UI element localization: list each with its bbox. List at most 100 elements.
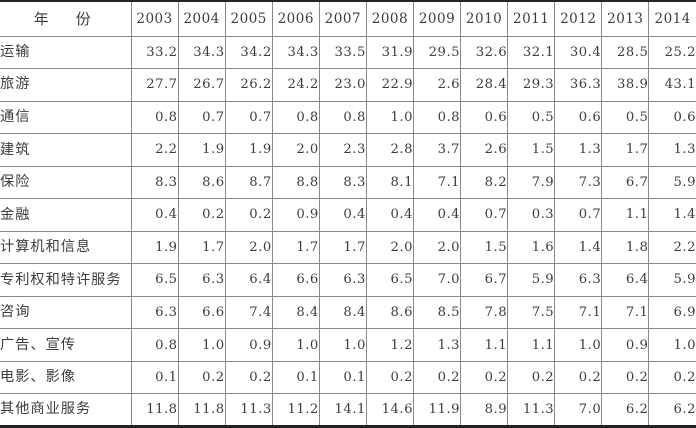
value-cell: 2.0	[224, 231, 273, 265]
value-cell: 8.3	[130, 166, 179, 200]
value-cell: 11.3	[507, 393, 555, 427]
value-cell: 7.0	[554, 393, 602, 427]
value-cell: 11.8	[177, 393, 226, 427]
value-cell: 0.4	[130, 198, 179, 232]
year-column-header: 2005	[224, 1, 273, 37]
value-cell: 8.1	[365, 166, 414, 200]
value-cell: 0.4	[412, 198, 461, 232]
value-cell: 1.4	[554, 231, 602, 265]
value-cell: 6.3	[177, 263, 226, 297]
value-cell: 30.4	[554, 36, 602, 70]
year-column-header: 2007	[318, 1, 367, 37]
value-cell: 0.2	[365, 361, 414, 395]
value-cell: 28.4	[460, 68, 508, 102]
year-column-header: 2008	[365, 1, 414, 37]
value-cell: 6.2	[601, 393, 649, 427]
value-cell: 8.8	[271, 166, 320, 200]
value-cell: 1.9	[130, 231, 179, 265]
value-cell: 29.5	[412, 36, 461, 70]
value-cell: 0.5	[601, 101, 649, 135]
value-cell: 43.1	[648, 68, 696, 102]
value-cell: 1.7	[318, 231, 367, 265]
value-cell: 2.2	[648, 231, 696, 265]
value-cell: 6.3	[554, 263, 602, 297]
value-cell: 11.3	[224, 393, 273, 427]
value-cell: 3.7	[412, 133, 461, 167]
value-cell: 0.1	[318, 361, 367, 395]
row-label-cell: 通信	[0, 101, 131, 135]
value-cell: 26.7	[177, 68, 226, 102]
value-cell: 11.9	[412, 393, 461, 427]
value-cell: 0.2	[507, 361, 555, 395]
value-cell: 0.2	[412, 361, 461, 395]
value-cell: 1.3	[554, 133, 602, 167]
value-cell: 0.6	[460, 101, 508, 135]
value-cell: 1.0	[365, 101, 414, 135]
value-cell: 1.5	[507, 133, 555, 167]
value-cell: 8.4	[271, 296, 320, 330]
value-cell: 2.0	[271, 133, 320, 167]
value-cell: 0.2	[224, 198, 273, 232]
value-cell: 0.9	[601, 328, 649, 362]
value-cell: 11.8	[130, 393, 179, 427]
table-row: 计算机和信息 1.9 1.7 2.0 1.7 1.7 2.0 2.0 1.5 1.6 1.4 1.8 2…	[0, 231, 696, 265]
value-cell: 5.9	[648, 166, 696, 200]
value-cell: 8.7	[224, 166, 273, 200]
value-cell: 1.8	[601, 231, 649, 265]
table-row: 咨询 6.3 6.6 7.4 8.4 8.4 8.6 8.5 7.8 7.5 7.1 7.1 6.9	[0, 296, 696, 330]
value-cell: 7.3	[554, 166, 602, 200]
value-cell: 6.6	[271, 263, 320, 297]
value-cell: 7.9	[507, 166, 555, 200]
value-cell: 26.2	[224, 68, 273, 102]
value-cell: 1.0	[271, 328, 320, 362]
year-column-header: 2012	[554, 1, 602, 37]
value-cell: 33.2	[130, 36, 179, 70]
value-cell: 14.6	[365, 393, 414, 427]
value-cell: 1.6	[507, 231, 555, 265]
value-cell: 0.1	[130, 361, 179, 395]
value-cell: 0.9	[271, 198, 320, 232]
table-row: 其他商业服务 11.8 11.8 11.3 11.2 14.1 14.6 11.9 8.9 11.…	[0, 393, 696, 427]
value-cell: 1.7	[177, 231, 226, 265]
value-cell: 22.9	[365, 68, 414, 102]
value-cell: 1.7	[601, 133, 649, 167]
row-label-cell: 保险	[0, 166, 131, 200]
value-cell: 0.2	[224, 361, 273, 395]
row-label-cell: 咨询	[0, 296, 131, 330]
value-cell: 1.9	[224, 133, 273, 167]
value-cell: 34.3	[177, 36, 226, 70]
year-column-header: 2013	[601, 1, 649, 37]
year-column-header: 2009	[412, 1, 461, 37]
year-column-header: 2010	[460, 1, 508, 37]
year-column-header: 2014	[648, 1, 696, 37]
value-cell: 0.8	[412, 101, 461, 135]
year-header-cell: 年 份	[0, 1, 131, 37]
value-cell: 7.0	[412, 263, 461, 297]
value-cell: 0.2	[177, 361, 226, 395]
row-label-cell: 金融	[0, 198, 131, 232]
value-cell: 1.0	[177, 328, 226, 362]
value-cell: 2.0	[412, 231, 461, 265]
value-cell: 0.4	[318, 198, 367, 232]
value-cell: 6.4	[601, 263, 649, 297]
value-cell: 8.4	[318, 296, 367, 330]
row-label-cell: 计算机和信息	[0, 231, 131, 265]
value-cell: 7.1	[601, 296, 649, 330]
value-cell: 0.8	[271, 101, 320, 135]
value-cell: 1.0	[318, 328, 367, 362]
value-cell: 25.2	[648, 36, 696, 70]
value-cell: 29.3	[507, 68, 555, 102]
table-row: 通信 0.8 0.7 0.7 0.8 0.8 1.0 0.8 0.6 0.5 0.6 0.5 0.6	[0, 101, 696, 135]
value-cell: 8.6	[177, 166, 226, 200]
value-cell: 6.2	[648, 393, 696, 427]
table-row: 金融 0.4 0.2 0.2 0.9 0.4 0.4 0.4 0.7 0.3 0.7 1.1 1.4	[0, 198, 696, 232]
value-cell: 0.9	[224, 328, 273, 362]
table-row: 建筑 2.2 1.9 1.9 2.0 2.3 2.8 3.7 2.6 1.5 1.3 1.7 1.3	[0, 133, 696, 167]
value-cell: 2.0	[365, 231, 414, 265]
value-cell: 0.6	[554, 101, 602, 135]
value-cell: 33.5	[318, 36, 367, 70]
value-cell: 1.0	[648, 328, 696, 362]
value-cell: 38.9	[601, 68, 649, 102]
value-cell: 32.1	[507, 36, 555, 70]
